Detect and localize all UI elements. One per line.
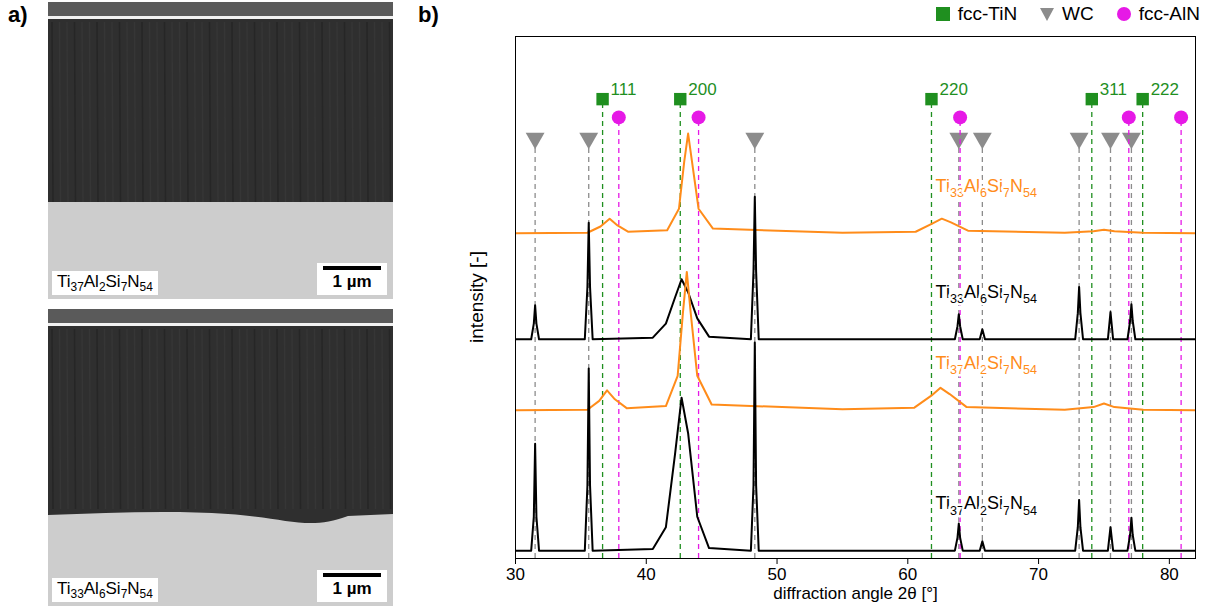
svg-text:diffraction angle 2θ [°]: diffraction angle 2θ [°]: [773, 584, 937, 603]
svg-text:40: 40: [637, 565, 656, 584]
svg-text:Ti37Al2Si7N54: Ti37Al2Si7N54: [936, 493, 1037, 517]
svg-text:Ti37Al2Si7N54: Ti37Al2Si7N54: [936, 353, 1037, 377]
svg-text:111: 111: [611, 80, 637, 99]
svg-text:311: 311: [1100, 80, 1127, 99]
html-text:WC: WC: [1062, 3, 1094, 24]
svg-text:Ti33Al6Si7N54: Ti33Al6Si7N54: [936, 282, 1037, 306]
svg-text:200: 200: [688, 80, 716, 99]
svg-text:70: 70: [1029, 565, 1048, 584]
html-text:fcc-AlN: fcc-AlN: [1138, 3, 1200, 24]
svg-text:30: 30: [506, 565, 525, 584]
html-text:b): b): [418, 2, 439, 27]
html-text:1 µm: 1 µm: [332, 579, 372, 598]
svg-text:50: 50: [768, 565, 787, 584]
svg-text:222: 222: [1151, 80, 1179, 99]
html-text:Ti33Al6Si7N54: Ti33Al6Si7N54: [57, 578, 153, 601]
html-text:fcc-TiN: fcc-TiN: [957, 3, 1018, 24]
svg-text:Ti33Al6Si7N54: Ti33Al6Si7N54: [936, 176, 1037, 200]
html-text:a): a): [8, 2, 28, 27]
html-text:intensity [-]: intensity [-]: [466, 251, 487, 343]
svg-text:60: 60: [898, 565, 917, 584]
svg-text:80: 80: [1160, 565, 1179, 584]
html-text:1 µm: 1 µm: [332, 272, 372, 291]
html-text:Ti37Al2Si7N54: Ti37Al2Si7N54: [57, 271, 153, 294]
svg-text:220: 220: [939, 80, 967, 99]
